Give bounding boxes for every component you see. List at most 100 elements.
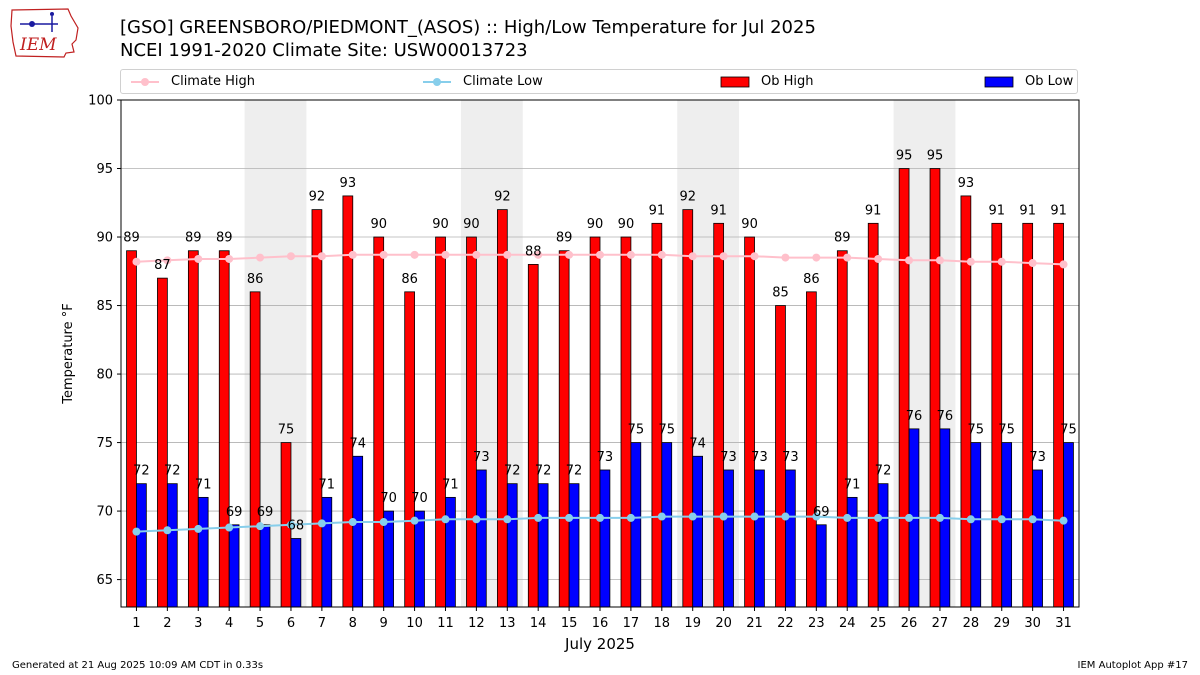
x-tick-label: 27 [932, 616, 949, 631]
ob-low-label: 73 [597, 450, 614, 465]
ob-low-label: 75 [628, 423, 645, 438]
climate-high-point [596, 250, 604, 259]
ob-low-label: 74 [689, 436, 706, 451]
climate-high-point [935, 256, 944, 265]
ob-high-bar [435, 236, 446, 608]
x-tick-label: 4 [225, 616, 233, 631]
ob-high-bar [558, 250, 570, 608]
ob-high-bar [960, 195, 972, 608]
x-tick-label: 19 [684, 616, 701, 631]
y-tick-label: 95 [96, 162, 113, 177]
climate-high-point [1059, 260, 1068, 269]
climate-low-point [874, 513, 883, 522]
ob-high-bar [126, 250, 137, 608]
ob-high-bar [991, 222, 1003, 608]
climate-high-point [441, 250, 450, 259]
y-tick-label: 85 [96, 299, 113, 314]
x-tick-label: 20 [715, 616, 732, 631]
ob-low-bar [1063, 442, 1074, 608]
title-line-1: [GSO] GREENSBORO/PIEDMONT_(ASOS) :: High… [120, 17, 816, 38]
climate-high-point [132, 257, 141, 266]
climate-high-point [688, 252, 697, 261]
ob-low-label: 73 [782, 450, 799, 465]
x-tick-label: 24 [839, 616, 856, 631]
ob-high-label: 86 [803, 272, 820, 287]
ob-low-bar [197, 496, 209, 608]
climate-high-point [781, 253, 790, 262]
ob-low-bar [877, 483, 889, 608]
climate-high-point [317, 252, 326, 261]
ob-high-label: 93 [340, 176, 357, 191]
climate-low-point [441, 515, 450, 524]
x-tick-label: 21 [746, 616, 763, 631]
ob-high-bar [744, 236, 755, 608]
ob-low-label: 69 [257, 505, 274, 520]
ob-low-label: 72 [875, 464, 892, 479]
x-tick-label: 1 [132, 616, 140, 631]
ob-low-label: 71 [442, 477, 459, 492]
ob-low-bar [414, 510, 425, 608]
ob-low-bar [568, 483, 580, 608]
x-tick-label: 5 [256, 616, 264, 631]
ob-low-bar [692, 455, 703, 608]
climate-low-point [657, 512, 666, 521]
climate-high-point [626, 250, 635, 259]
ob-high-bar [867, 222, 879, 608]
y-tick-label: 100 [88, 94, 113, 109]
legend: Climate High Climate Low Ob High Ob Low [120, 69, 1078, 94]
ob-high-label: 90 [587, 217, 604, 232]
ob-high-label: 91 [649, 203, 666, 218]
climate-low-point [163, 526, 172, 535]
climate-low-point [905, 513, 914, 522]
climate-low-point [194, 524, 203, 533]
x-tick-label: 29 [993, 616, 1010, 631]
climate-high-point [194, 254, 203, 263]
ob-high-bar [929, 168, 941, 608]
climate-high-point [503, 250, 512, 259]
ob-high-label: 92 [494, 190, 511, 205]
ob-high-bar [713, 222, 725, 608]
ob-high-bar [497, 209, 508, 608]
climate-high-point [905, 256, 914, 265]
climate-low-point [781, 512, 790, 521]
climate-high-point [997, 257, 1006, 266]
ob-low-label: 72 [535, 464, 552, 479]
climate-high-point [843, 253, 852, 262]
climate-high-point [719, 252, 728, 261]
ob-high-bar [249, 291, 261, 608]
y-tick-label: 75 [96, 436, 113, 451]
ob-high-bar [527, 264, 539, 608]
ob-low-label: 72 [504, 464, 521, 479]
x-tick-label: 31 [1055, 616, 1072, 631]
climate-low-point [256, 522, 265, 531]
ob-low-label: 73 [720, 450, 737, 465]
ob-low-label: 75 [968, 423, 985, 438]
app-label: IEM Autoplot App #17 [1077, 660, 1188, 671]
climate-low-point [410, 516, 419, 525]
climate-low-point [503, 515, 512, 524]
ob-high-label: 90 [432, 217, 449, 232]
ob-low-bar [599, 469, 611, 608]
climate-high-point [1028, 259, 1037, 268]
climate-high-point [534, 250, 543, 259]
x-axis-label: July 2025 [564, 635, 635, 653]
climate-low-point [286, 520, 295, 529]
legend-label-ob-low: Ob Low [1025, 74, 1074, 89]
climate-low-point [379, 518, 388, 527]
x-tick-label: 15 [561, 616, 578, 631]
climate-low-point [997, 515, 1006, 524]
climate-high-point [812, 253, 821, 262]
ob-low-bar [1032, 469, 1043, 608]
x-tick-label: 22 [777, 616, 794, 631]
legend-label-climate-high: Climate High [171, 74, 256, 89]
ob-low-label: 70 [380, 491, 397, 506]
ob-high-label: 91 [1050, 203, 1067, 218]
ob-low-label: 75 [658, 423, 675, 438]
ob-high-bar [311, 209, 323, 608]
x-tick-label: 23 [808, 616, 825, 631]
ob-high-label: 85 [772, 286, 789, 301]
y-tick-label: 90 [96, 231, 113, 246]
chart-title: [GSO] GREENSBORO/PIEDMONT_(ASOS) :: High… [120, 16, 816, 62]
ob-high-bar [898, 168, 910, 608]
ob-low-bar [475, 469, 487, 608]
